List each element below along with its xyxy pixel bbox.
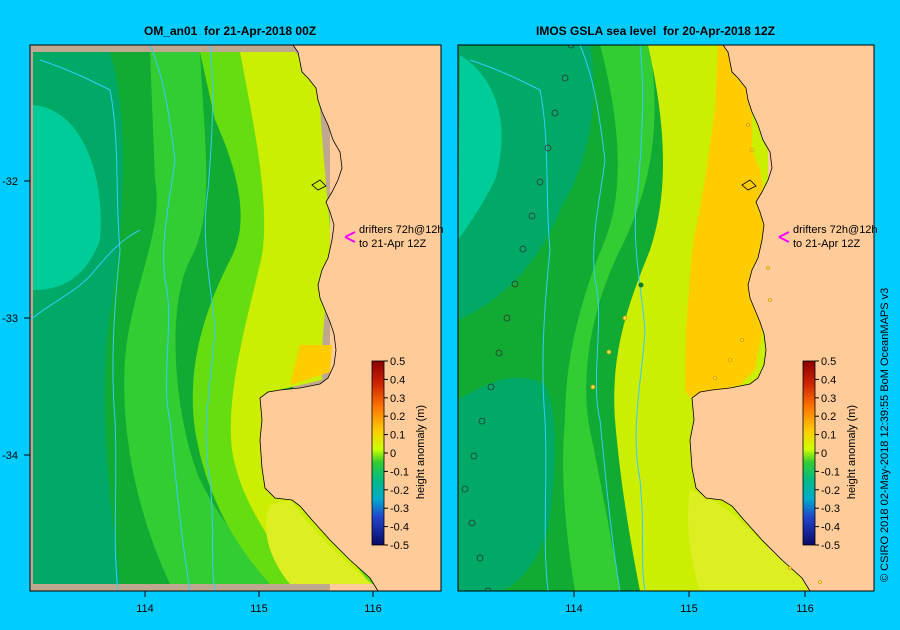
left-drifters-label-1: drifters 72h@12h (359, 224, 444, 236)
right-drifter-marker (638, 282, 644, 288)
credit-text: © CSIRO 2018 02-May-2018 12:39:55 BoM Oc… (879, 288, 891, 582)
colorbar-tick-label: 0.3 (821, 393, 836, 405)
lon-tick-label: 115 (250, 603, 268, 615)
colorbar-tick-label: 0.4 (821, 374, 836, 386)
left-bathymetry-contours (30, 45, 216, 591)
colorbar-tick-label: 0.5 (390, 356, 405, 368)
colorbar-tick-label: -0.4 (821, 522, 840, 534)
left-colorbar-label: height anomaly (m) (415, 405, 427, 499)
left-sea-anomaly-field (33, 52, 380, 584)
right-bathymetry-contours (469, 45, 646, 591)
right-colorbar-label: height anomaly (m) (846, 405, 858, 499)
colorbar-tick-label: -0.1 (390, 466, 409, 478)
colorbar-tick-label: -0.1 (821, 466, 840, 478)
colorbar-tick-label: -0.5 (821, 540, 840, 552)
colorbar-tick-label: 0.2 (821, 411, 836, 423)
colorbar-tick-label: 0.1 (390, 430, 405, 442)
colorbar-tick-label: -0.4 (390, 522, 409, 534)
lon-tick-label: 114 (565, 603, 583, 615)
right-longitude-axis: 114 115 116 (565, 591, 814, 615)
right-drifter-tracks (461, 45, 575, 591)
lat-tick-label: -34 (2, 450, 18, 462)
right-drifter-arrow-icon (778, 231, 790, 243)
left-drifter-arrow-icon (344, 231, 356, 243)
colorbar-tick-label: 0.2 (390, 411, 405, 423)
left-map-title: OM_an01 for 21-Apr-2018 00Z (144, 24, 317, 38)
lon-tick-label: 116 (796, 603, 814, 615)
lat-tick-label: -32 (2, 176, 18, 188)
lon-tick-label: 116 (364, 603, 382, 615)
lon-tick-label: 115 (680, 603, 698, 615)
colorbar-tick-label: -0.2 (390, 485, 409, 497)
colorbar-tick-label: -0.3 (821, 503, 840, 515)
colorbar-tick-label: -0.3 (390, 503, 409, 515)
colorbar-tick-label: 0.5 (821, 356, 836, 368)
colorbar-tick-label: 0.1 (821, 430, 836, 442)
right-map (458, 45, 874, 591)
colorbar-tick-label: 0 (821, 448, 827, 460)
right-drifters-label-1: drifters 72h@12h (793, 224, 878, 236)
right-island (741, 179, 757, 191)
left-colorbar: 0.5 0.4 0.3 0.2 0.1 0 -0.1 -0.2 -0.3 -0.4 -0.5 hei… (371, 356, 427, 552)
right-map-frame (457, 44, 875, 592)
latitude-axis: -32 -33 -34 (2, 176, 30, 462)
left-longitude-axis: 114 115 116 (136, 591, 382, 615)
colorbar-tick-label: -0.2 (821, 485, 840, 497)
colorbar-tick-label: -0.5 (390, 540, 409, 552)
left-coastline-land (259, 45, 441, 591)
left-map (30, 45, 441, 591)
colorbar-tick-label: 0.4 (390, 374, 405, 386)
right-colorbar: 0.5 0.4 0.3 0.2 0.1 0 -0.1 -0.2 -0.3 -0.4 -0.5 hei… (802, 356, 858, 552)
lat-tick-label: -33 (2, 313, 18, 325)
right-map-title: IMOS GSLA sea level for 20-Apr-2018 12Z (536, 24, 775, 38)
left-drifters-label-2: to 21-Apr 12Z (359, 238, 427, 250)
right-coastline-land (689, 45, 874, 591)
right-drifter-points (590, 123, 822, 584)
left-island (311, 179, 327, 191)
colorbar-tick-label: 0.3 (390, 393, 405, 405)
right-drifters-label-2: to 21-Apr 12Z (793, 238, 861, 250)
lon-tick-label: 114 (136, 603, 154, 615)
colorbar-tick-label: 0 (390, 448, 396, 460)
